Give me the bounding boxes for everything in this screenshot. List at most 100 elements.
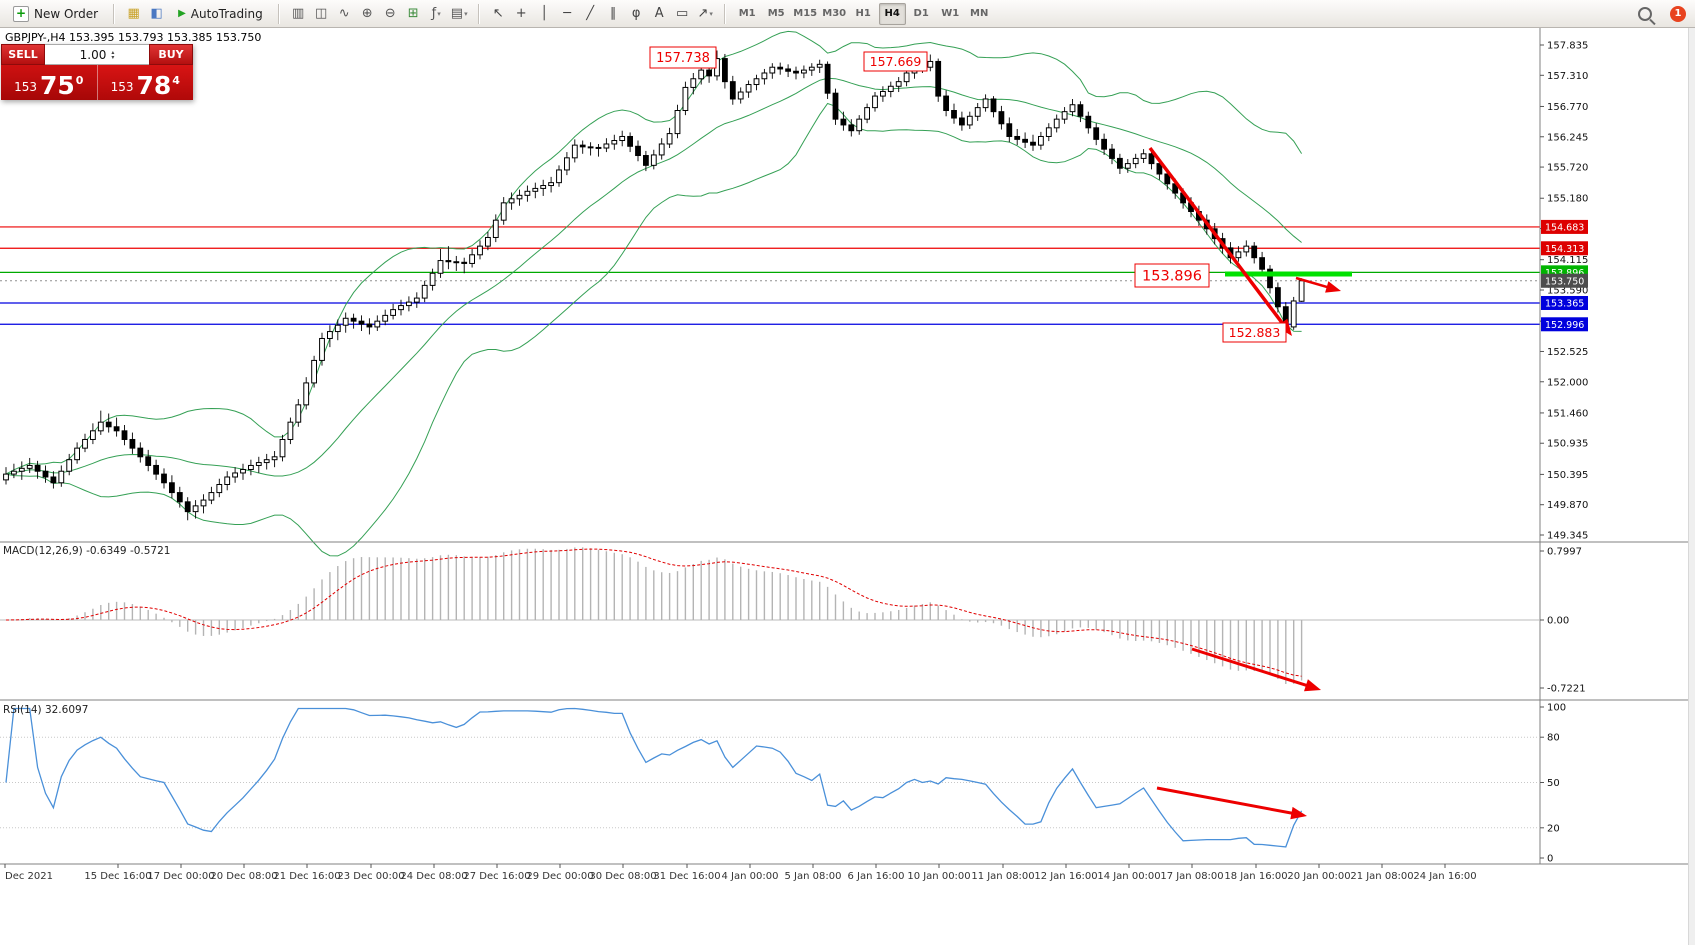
svg-text:11 Jan 08:00: 11 Jan 08:00 — [971, 871, 1034, 882]
trend-arrow[interactable] — [1148, 146, 1289, 331]
vertical-line-icon[interactable]: │ — [540, 6, 549, 21]
arrows-icon[interactable]: ↗ ▾ — [697, 6, 713, 21]
chart-line-icon[interactable]: ∿ — [338, 6, 350, 21]
buy-price[interactable]: 153 78 4 — [97, 65, 193, 100]
timeframe-m30-button[interactable]: M30 — [822, 8, 847, 19]
tile-windows-icon[interactable]: ⊞ — [407, 6, 419, 21]
sell-price-big: 75 — [39, 71, 75, 100]
svg-text:156.770: 156.770 — [1547, 102, 1588, 113]
svg-text:152.996: 152.996 — [1545, 320, 1584, 331]
timeframe-h4-button[interactable]: H4 — [878, 2, 906, 25]
svg-text:12 Jan 16:00: 12 Jan 16:00 — [1034, 871, 1097, 882]
volume-input[interactable]: 1.00 ▴ ▾ — [45, 44, 149, 65]
price-tag — [1541, 273, 1588, 288]
price-annotation[interactable] — [649, 46, 717, 69]
trend-arrow-head — [1290, 806, 1307, 820]
svg-text:157.669: 157.669 — [870, 54, 922, 69]
timeframe-group: M1 M5 M15 M30 H1 H4 D1 W1 MN — [733, 2, 994, 25]
text-label-icon[interactable]: ▭ — [676, 6, 689, 21]
fibonacci-icon[interactable]: φ — [631, 6, 641, 21]
svg-text:0.7997: 0.7997 — [1547, 547, 1582, 558]
text-icon[interactable]: A — [654, 6, 664, 21]
indicators-icon[interactable]: ƒ ▾ — [431, 6, 441, 21]
toolbar-separator — [477, 3, 480, 24]
timeframe-h1-button[interactable]: H1 — [855, 8, 871, 19]
chart-candles-icon[interactable]: ◫ — [315, 6, 328, 21]
trend-arrow[interactable] — [1156, 786, 1300, 817]
svg-text:23 Dec 00:00: 23 Dec 00:00 — [337, 871, 404, 882]
svg-text:153.590: 153.590 — [1547, 286, 1588, 297]
svg-text:20 Jan 00:00: 20 Jan 00:00 — [1287, 871, 1350, 882]
timeframe-m5-button[interactable]: M5 — [767, 8, 785, 19]
svg-text:80: 80 — [1547, 733, 1560, 744]
buy-price-prefix: 153 — [110, 80, 134, 94]
search-icon[interactable] — [1638, 6, 1652, 21]
autotrading-play-icon: ▶ — [178, 8, 186, 19]
timeframe-mn-button[interactable]: MN — [970, 8, 989, 19]
chart-bars-icon[interactable]: ▥ — [292, 6, 305, 21]
volume-value: 1.00 — [79, 47, 107, 62]
svg-text:21 Jan 08:00: 21 Jan 08:00 — [1350, 871, 1413, 882]
equidistant-channel-icon[interactable]: ∥ — [609, 6, 617, 21]
timeframe-m1-button[interactable]: M1 — [738, 8, 756, 19]
chart-frame — [0, 28, 1688, 865]
chart-window: 157.835 157.310 156.770 156.245 155.720 155.1… — [0, 28, 1695, 945]
svg-text:153.750: 153.750 — [1545, 276, 1584, 287]
sell-price-prefix: 153 — [14, 80, 37, 94]
toolbar-icon-group-a: ▦ ◧ — [122, 3, 168, 25]
market-watch-icon[interactable]: ◧ — [150, 6, 163, 21]
volume-down-icon[interactable]: ▾ — [111, 53, 115, 61]
svg-text:152.525: 152.525 — [1547, 347, 1588, 358]
price-chart[interactable]: 157.835 157.310 156.770 156.245 155.720 155.1… — [0, 28, 1695, 945]
bollinger-bands — [5, 30, 1303, 557]
svg-text:154.313: 154.313 — [1545, 244, 1584, 255]
chart-annotations[interactable]: 157.738 157.669 153.896 152.883 — [649, 46, 1352, 820]
price-axis: 157.835 157.310 156.770 156.245 155.720 155.1… — [1540, 41, 1588, 542]
notification-badge[interactable]: 1 — [1670, 5, 1686, 22]
svg-text:150.395: 150.395 — [1547, 470, 1588, 481]
svg-text:153.896: 153.896 — [1545, 268, 1584, 279]
autotrading-label: AutoTrading — [190, 6, 263, 21]
zoom-out-icon[interactable]: ⊖ — [384, 6, 396, 21]
svg-text:31 Dec 16:00: 31 Dec 16:00 — [653, 871, 720, 882]
buy-button[interactable]: BUY — [149, 44, 193, 65]
toolbar-separator — [723, 3, 726, 24]
price-annotation[interactable] — [863, 51, 928, 72]
timeframe-m15-button[interactable]: M15 — [793, 8, 818, 19]
crosshair-icon[interactable]: + — [515, 6, 527, 21]
trend-arrow[interactable] — [1191, 647, 1314, 690]
toolbar-separator — [277, 3, 280, 24]
rsi-panel: 100 80 50 20 0 — [0, 703, 1566, 865]
zoom-in-icon[interactable]: ⊕ — [361, 6, 373, 21]
svg-text:149.345: 149.345 — [1547, 531, 1588, 542]
timeframe-w1-button[interactable]: W1 — [941, 8, 960, 19]
horizontal-line-icon[interactable]: ─ — [563, 6, 572, 21]
toolbar: + New Order ▦ ◧ ▶ AutoTrading ▥ ◫ ∿ ⊕ ⊖ ⊞ ƒ ▾ ▤ ▾ … — [0, 0, 1695, 28]
svg-text:152.883: 152.883 — [1229, 325, 1281, 340]
vertical-scrollbar[interactable] — [1688, 28, 1695, 945]
profiles-icon[interactable]: ▦ — [127, 6, 140, 21]
svg-text:29 Dec 00:00: 29 Dec 00:00 — [526, 871, 593, 882]
svg-text:150.935: 150.935 — [1547, 439, 1588, 450]
cursor-icon[interactable]: ↖ — [492, 6, 504, 21]
svg-text:24 Dec 08:00: 24 Dec 08:00 — [400, 871, 467, 882]
templates-icon[interactable]: ▤ ▾ — [450, 6, 468, 21]
symbol-header: GBPJPY-,H4 153.395 153.793 153.385 153.7… — [5, 31, 262, 44]
autotrading-button[interactable]: ▶ AutoTrading — [170, 2, 271, 26]
price-annotation[interactable] — [1222, 322, 1287, 343]
price-annotation[interactable] — [1134, 263, 1210, 288]
svg-text:24 Jan 16:00: 24 Jan 16:00 — [1413, 871, 1476, 882]
timeframe-d1-button[interactable]: D1 — [913, 8, 929, 19]
volume-up-icon[interactable]: ▴ — [111, 48, 115, 56]
svg-text:50: 50 — [1547, 778, 1560, 789]
new-order-label: New Order — [34, 6, 99, 21]
sell-button[interactable]: SELL — [1, 44, 45, 65]
new-order-button[interactable]: + New Order — [5, 2, 106, 26]
candlestick-series — [3, 50, 1305, 521]
trendline-icon[interactable]: ╱ — [586, 6, 595, 21]
toolbar-separator — [113, 3, 116, 24]
sell-price[interactable]: 153 75 0 — [1, 65, 98, 100]
